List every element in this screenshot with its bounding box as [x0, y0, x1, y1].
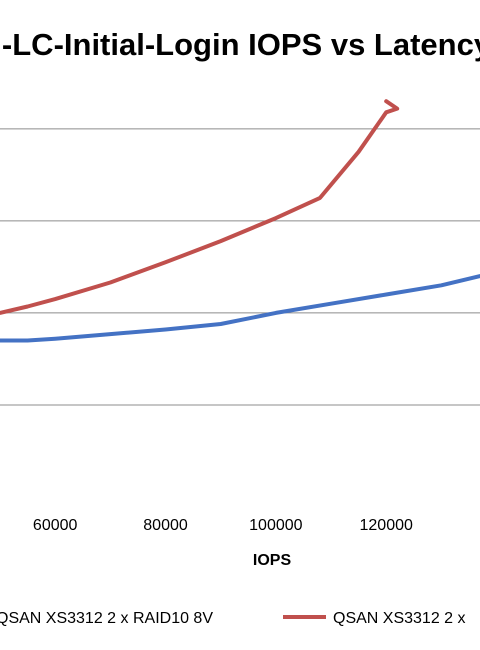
x-tick-label: 120000 — [360, 517, 413, 534]
gridlines — [0, 128, 480, 406]
x-axis-label: IOPS — [253, 552, 292, 569]
series-line-2 — [0, 99, 400, 315]
x-axis-ticks: 60000 80000 100000 120000 — [33, 517, 413, 534]
x-tick-label: 100000 — [249, 517, 302, 534]
series-lines — [0, 99, 480, 343]
legend-label-1: QSAN XS3312 2 x RAID10 8V — [0, 610, 213, 627]
x-tick-label: 60000 — [33, 517, 78, 534]
x-tick-label: 80000 — [143, 517, 188, 534]
legend: QSAN XS3312 2 x RAID10 8V QSAN XS3312 2 x — [0, 610, 466, 627]
series-line-1 — [0, 274, 480, 343]
chart-title: DI-LC-Initial-Login IOPS vs Latency — [0, 27, 480, 62]
legend-label-2: QSAN XS3312 2 x — [333, 610, 466, 627]
